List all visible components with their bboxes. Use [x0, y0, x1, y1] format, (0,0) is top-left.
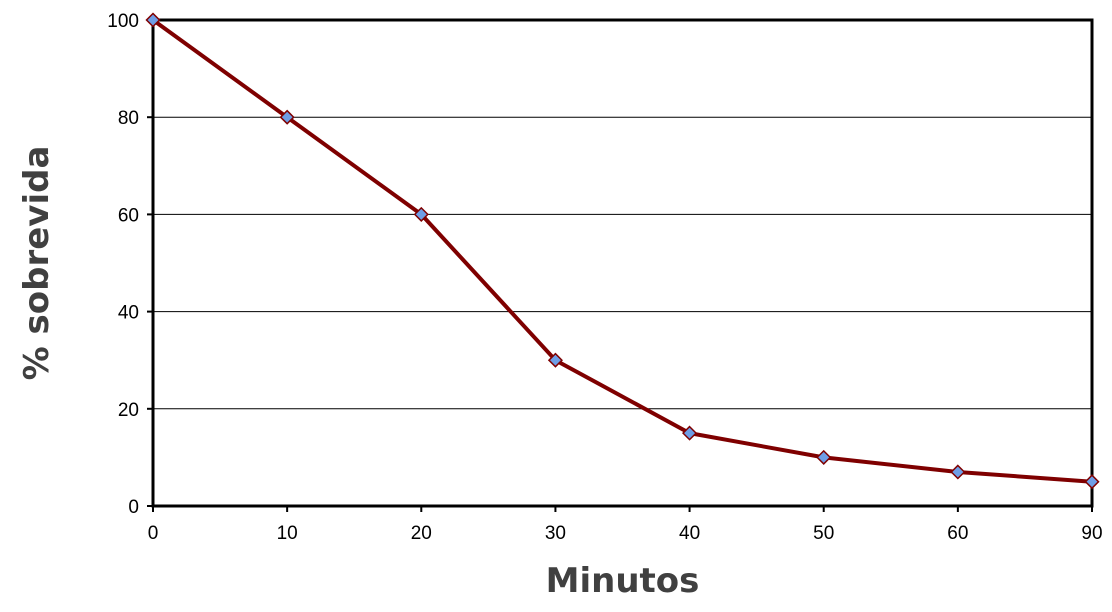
x-axis-ticks: 0 10 20 30 40 50 60 90: [148, 506, 1103, 544]
y-tick-label: 0: [128, 497, 139, 518]
x-tick-label: 60: [947, 523, 968, 544]
data-point-marker: [1084, 474, 1100, 490]
x-tick-label: 30: [545, 523, 566, 544]
data-point-marker: [682, 425, 698, 441]
y-tick-label: 20: [118, 400, 139, 421]
y-tick-label: 40: [118, 303, 139, 324]
series-markers: [145, 12, 1100, 490]
y-axis-title: % sobrevida: [17, 146, 57, 381]
data-point-marker: [816, 449, 832, 465]
y-axis-ticks: 0 20 40 60 80 100: [107, 11, 153, 518]
x-tick-label: 90: [1081, 523, 1102, 544]
x-axis-title: Minutos: [546, 561, 700, 601]
series-line: [151, 18, 1094, 484]
x-tick-label: 10: [277, 523, 298, 544]
gridlines: [153, 116, 1092, 410]
series-line-0: [151, 18, 1094, 484]
data-point-marker: [950, 464, 966, 480]
plot-area-border: [151, 18, 1094, 508]
x-tick-label: 50: [813, 523, 834, 544]
x-tick-label: 20: [411, 523, 432, 544]
y-tick-label: 80: [118, 108, 139, 129]
y-tick-label: 60: [118, 205, 139, 226]
data-point-marker: [145, 12, 161, 28]
data-point-marker: [547, 352, 563, 368]
x-tick-label: 0: [148, 523, 159, 544]
data-point-marker: [279, 109, 295, 125]
data-point-marker: [413, 206, 429, 222]
x-tick-label: 40: [679, 523, 700, 544]
y-tick-label: 100: [107, 11, 139, 32]
